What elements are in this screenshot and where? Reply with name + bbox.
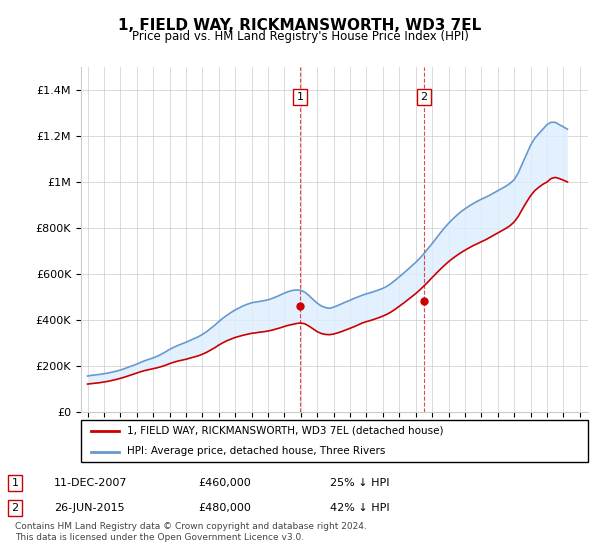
Text: 26-JUN-2015: 26-JUN-2015	[54, 503, 125, 513]
Text: 1: 1	[11, 478, 19, 488]
FancyBboxPatch shape	[81, 420, 588, 462]
Text: 1, FIELD WAY, RICKMANSWORTH, WD3 7EL (detached house): 1, FIELD WAY, RICKMANSWORTH, WD3 7EL (de…	[127, 426, 443, 436]
Text: Price paid vs. HM Land Registry's House Price Index (HPI): Price paid vs. HM Land Registry's House …	[131, 30, 469, 43]
Text: 1, FIELD WAY, RICKMANSWORTH, WD3 7EL: 1, FIELD WAY, RICKMANSWORTH, WD3 7EL	[118, 18, 482, 32]
Text: 1: 1	[296, 92, 304, 102]
Text: HPI: Average price, detached house, Three Rivers: HPI: Average price, detached house, Thre…	[127, 446, 385, 456]
Text: 2: 2	[421, 92, 427, 102]
Text: £460,000: £460,000	[198, 478, 251, 488]
Text: 42% ↓ HPI: 42% ↓ HPI	[330, 503, 389, 513]
Text: 25% ↓ HPI: 25% ↓ HPI	[330, 478, 389, 488]
Text: 2: 2	[11, 503, 19, 513]
Text: £480,000: £480,000	[198, 503, 251, 513]
Text: 11-DEC-2007: 11-DEC-2007	[54, 478, 128, 488]
Text: Contains HM Land Registry data © Crown copyright and database right 2024.
This d: Contains HM Land Registry data © Crown c…	[15, 522, 367, 542]
